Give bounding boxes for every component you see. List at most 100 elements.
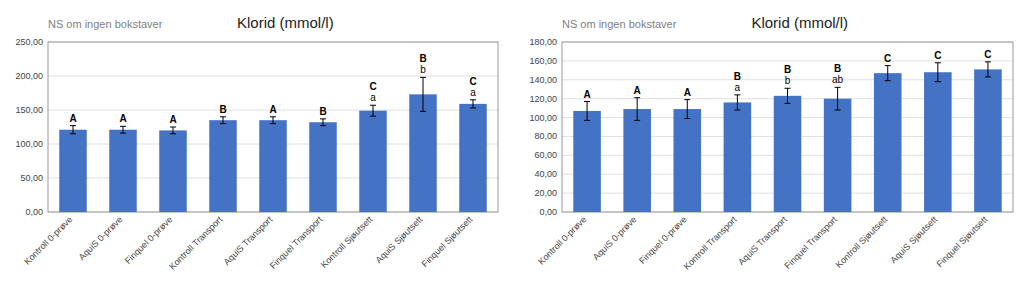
letter-label: B xyxy=(734,71,741,82)
letter-label: b xyxy=(420,64,426,75)
error-bar xyxy=(470,100,476,108)
error-bar xyxy=(270,117,276,124)
panel: NS om ingen bokstaver Klorid (mmol/l) 0,00… xyxy=(15,14,498,272)
letter-label: a xyxy=(370,92,376,103)
x-tick-label: Kontroll 0-prøve xyxy=(22,214,74,266)
x-tick-label: Finquel Transport xyxy=(782,214,839,271)
y-tick-label: 100,00 xyxy=(529,113,557,123)
x-tick-label: Finquel 0-prøve xyxy=(123,214,175,266)
bar xyxy=(824,99,852,212)
bar xyxy=(209,120,237,212)
bar xyxy=(623,109,651,212)
letter-label: A xyxy=(269,104,276,115)
error-bar xyxy=(785,88,791,103)
x-tick-label: Kontroll Transport xyxy=(681,214,739,272)
error-bar xyxy=(734,95,740,110)
x-tick-label: Finquel 0-prøve xyxy=(637,214,689,266)
y-tick-label: 80,00 xyxy=(534,131,557,141)
y-tick-label: 50,00 xyxy=(20,173,43,183)
letter-label: A xyxy=(169,114,176,125)
letter-label: B xyxy=(784,64,791,75)
letter-label: A xyxy=(583,89,590,100)
y-tick-label: 150,00 xyxy=(15,105,43,115)
letter-label: a xyxy=(735,82,741,93)
bar xyxy=(59,130,87,212)
bar xyxy=(724,102,752,212)
y-tick-label: 40,00 xyxy=(534,169,557,179)
error-bar xyxy=(120,126,126,133)
bar xyxy=(359,111,387,212)
letter-label: a xyxy=(470,87,476,98)
letter-label: C xyxy=(984,49,991,60)
bar xyxy=(974,69,1002,212)
error-bar xyxy=(684,100,690,119)
letter-label: C xyxy=(469,76,476,87)
y-tick-label: 60,00 xyxy=(534,150,557,160)
letter-label: A xyxy=(119,113,126,124)
x-tick-label: AquiS Transport xyxy=(736,214,789,267)
y-tick-label: 180,00 xyxy=(529,37,557,47)
error-bar xyxy=(170,127,176,134)
chart-canvas: NS om ingen bokstaver Klorid (mmol/l) 0,00… xyxy=(0,0,1023,303)
bar xyxy=(774,96,802,212)
subtitle: NS om ingen bokstaver xyxy=(562,18,677,30)
bar xyxy=(924,72,952,212)
bar xyxy=(874,73,902,212)
bar xyxy=(309,122,337,212)
grid-line xyxy=(562,60,1013,61)
error-bar xyxy=(370,105,376,116)
letter-label: A xyxy=(684,87,691,98)
plot-frame xyxy=(48,42,498,212)
letter-label: B xyxy=(419,53,426,64)
x-tick-label: Kontroll Transport xyxy=(167,214,225,272)
error-bar xyxy=(634,98,640,121)
letter-label: C xyxy=(884,53,891,64)
letter-label: B xyxy=(319,106,326,117)
error-bar xyxy=(985,62,991,77)
bar xyxy=(573,111,601,212)
y-tick-label: 0,00 xyxy=(539,207,557,217)
bar xyxy=(259,120,287,212)
letter-label: ab xyxy=(832,74,844,85)
error-bar xyxy=(885,66,891,81)
error-bar xyxy=(835,87,841,110)
error-bar xyxy=(935,63,941,82)
letter-label: A xyxy=(634,85,641,96)
y-tick-label: 20,00 xyxy=(534,188,557,198)
y-tick-label: 100,00 xyxy=(15,139,43,149)
y-tick-label: 140,00 xyxy=(529,75,557,85)
plot-frame xyxy=(562,42,1013,212)
error-bar xyxy=(220,117,226,124)
x-tick-label: AquiS Transport xyxy=(222,214,275,267)
letter-label: B xyxy=(834,63,841,74)
y-tick-label: 200,00 xyxy=(15,71,43,81)
x-tick-label: AquiS Sjøutsett xyxy=(888,214,939,265)
marks xyxy=(573,62,1001,212)
letter-label: C xyxy=(934,50,941,61)
x-tick-label: AquiS Sjøutsett xyxy=(373,214,424,265)
x-tick-label: Finquel Sjøutsett xyxy=(935,214,990,269)
x-tick-label: Kontroll Sjøutsett xyxy=(319,214,375,270)
marks xyxy=(59,77,487,212)
bar xyxy=(673,109,701,212)
bar xyxy=(409,94,437,212)
y-tick-label: 0,00 xyxy=(25,207,43,217)
letter-label: A xyxy=(69,113,76,124)
x-tick-label: Finquel Transport xyxy=(268,214,325,271)
bar xyxy=(159,130,187,212)
y-tick-label: 120,00 xyxy=(529,94,557,104)
letter-label: b xyxy=(785,75,791,86)
x-tick-label: Finquel Sjøutsett xyxy=(420,214,475,269)
letter-label: B xyxy=(219,104,226,115)
x-tick-label: AquiS 0-prøve xyxy=(591,214,639,262)
error-bar xyxy=(420,77,426,111)
y-tick-label: 160,00 xyxy=(529,56,557,66)
y-tick-label: 250,00 xyxy=(15,37,43,47)
bar xyxy=(459,104,487,212)
error-bar xyxy=(584,102,590,121)
panel: NS om ingen bokstaverKlorid (mmol/l)0,00… xyxy=(529,14,1013,272)
bar xyxy=(109,130,137,212)
x-tick-label: Kontroll Sjøutsett xyxy=(834,214,890,270)
title: Klorid (mmol/l) xyxy=(237,14,334,31)
subtitle: NS om ingen bokstaver xyxy=(48,18,163,30)
